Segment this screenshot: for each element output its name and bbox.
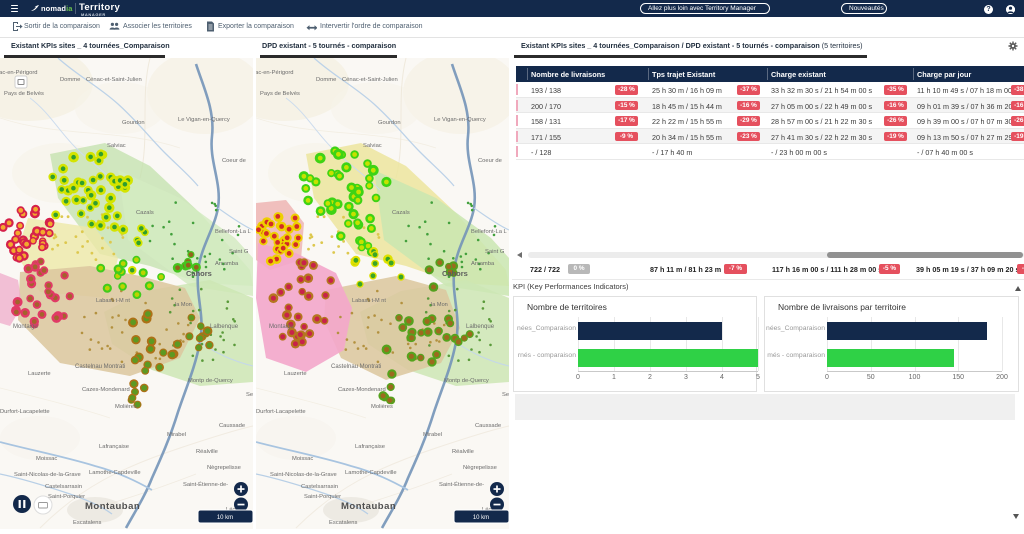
svg-text:Labasti t-M nt: Labasti t-M nt — [96, 298, 130, 304]
svg-text:Caussade: Caussade — [219, 423, 245, 429]
svg-text:Montaigu: Montaigu — [269, 324, 294, 330]
svg-text:Lalbenque: Lalbenque — [466, 324, 495, 330]
svg-text:Mirabel: Mirabel — [167, 432, 186, 438]
svg-text:Bellefont-La L: Bellefont-La L — [215, 229, 252, 235]
svg-text:Saint G: Saint G — [229, 249, 249, 255]
svg-text:Saint-Porquier: Saint-Porquier — [48, 494, 85, 500]
svg-text:orac-en-Périgord: orac-en-Périgord — [256, 70, 294, 76]
svg-text:Molières: Molières — [115, 404, 137, 410]
svg-text:Lamothe-Capdeville: Lamothe-Capdeville — [345, 470, 397, 476]
svg-text:Montp de-Quercy: Montp de-Quercy — [188, 378, 233, 384]
svg-text:Mirabel: Mirabel — [423, 432, 442, 438]
svg-text:Lauzerte: Lauzerte — [284, 371, 307, 377]
svg-text:Moissac: Moissac — [292, 456, 313, 462]
svg-text:Lamothe-Capdeville: Lamothe-Capdeville — [89, 470, 141, 476]
svg-text:Salviac: Salviac — [363, 143, 382, 149]
svg-text:Montp de-Quercy: Montp de-Quercy — [444, 378, 489, 384]
svg-text:Escatalens: Escatalens — [73, 520, 101, 526]
svg-text:Pays de Belvès: Pays de Belvès — [4, 91, 44, 97]
svg-text:Escatalens: Escatalens — [329, 520, 357, 526]
svg-text:la Mon: la Mon — [431, 302, 448, 308]
svg-text:Durfort-Lacapelette: Durfort-Lacapelette — [256, 409, 306, 415]
svg-text:Caussade: Caussade — [475, 423, 501, 429]
svg-text:Coeur de: Coeur de — [478, 158, 502, 164]
svg-text:Montauban: Montauban — [341, 501, 396, 512]
svg-text:Cazals: Cazals — [136, 210, 154, 216]
svg-text:Castelsarrasin: Castelsarrasin — [301, 484, 338, 490]
svg-text:Se: Se — [502, 392, 509, 398]
svg-text:Cahors: Cahors — [186, 269, 212, 278]
svg-text:10 km: 10 km — [217, 515, 233, 521]
svg-text:Lalbenque: Lalbenque — [210, 324, 239, 330]
svg-text:Cazes-Mondenard: Cazes-Mondenard — [82, 387, 130, 393]
svg-text:Salviac: Salviac — [107, 143, 126, 149]
svg-text:Arcamba: Arcamba — [471, 261, 495, 267]
svg-text:Bellefont-La L: Bellefont-La L — [471, 229, 508, 235]
svg-text:Nègrepelisse: Nègrepelisse — [463, 465, 497, 471]
svg-text:Saint-Porquier: Saint-Porquier — [304, 494, 341, 500]
svg-text:Lafrançaise: Lafrançaise — [99, 444, 129, 450]
svg-text:Coeur de: Coeur de — [222, 158, 246, 164]
svg-text:Montaigu: Montaigu — [13, 324, 38, 330]
svg-text:Montauban: Montauban — [85, 501, 140, 512]
svg-text:Durfort-Lacapelette: Durfort-Lacapelette — [0, 409, 50, 415]
svg-text:Le Vigan-en-Quercy: Le Vigan-en-Quercy — [434, 117, 486, 123]
svg-text:Gourdon: Gourdon — [122, 120, 145, 126]
svg-text:Cahors: Cahors — [442, 269, 468, 278]
svg-text:Saint-Nicolas-de-la-Grave: Saint-Nicolas-de-la-Grave — [270, 472, 337, 478]
svg-text:Se: Se — [246, 392, 253, 398]
svg-text:Cénac-et-Saint-Julien: Cénac-et-Saint-Julien — [342, 77, 398, 83]
svg-text:Saint-Nicolas-de-la-Grave: Saint-Nicolas-de-la-Grave — [14, 472, 81, 478]
svg-text:Castelsarrasin: Castelsarrasin — [45, 484, 82, 490]
svg-text:Moissac: Moissac — [36, 456, 57, 462]
svg-text:orac-en-Périgord: orac-en-Périgord — [0, 70, 38, 76]
svg-text:Lafrançaise: Lafrançaise — [355, 444, 385, 450]
svg-text:Molières: Molières — [371, 404, 393, 410]
svg-text:Cazes-Mondenard: Cazes-Mondenard — [338, 387, 386, 393]
svg-text:Gourdon: Gourdon — [378, 120, 401, 126]
svg-text:Domme: Domme — [60, 77, 80, 83]
svg-text:Le Vigan-en-Quercy: Le Vigan-en-Quercy — [178, 117, 230, 123]
svg-text:Castelnau Montrati: Castelnau Montrati — [75, 364, 125, 370]
svg-text:Saint-Étienne-de-: Saint-Étienne-de- — [439, 481, 484, 488]
svg-text:10 km: 10 km — [473, 515, 489, 521]
svg-text:la Mon: la Mon — [175, 302, 192, 308]
svg-text:Labasti t-M nt: Labasti t-M nt — [352, 298, 386, 304]
svg-text:Domme: Domme — [316, 77, 336, 83]
svg-text:Réalville: Réalville — [196, 449, 218, 455]
svg-text:Castelnau Montrati: Castelnau Montrati — [331, 364, 381, 370]
svg-text:Nègrepelisse: Nègrepelisse — [207, 465, 241, 471]
svg-text:Cazals: Cazals — [392, 210, 410, 216]
svg-text:Réalville: Réalville — [452, 449, 474, 455]
svg-text:Cénac-et-Saint-Julien: Cénac-et-Saint-Julien — [86, 77, 142, 83]
svg-text:Arcamba: Arcamba — [215, 261, 239, 267]
svg-text:Saint G: Saint G — [485, 249, 505, 255]
svg-text:Lauzerte: Lauzerte — [28, 371, 51, 377]
svg-text:Saint-Étienne-de-: Saint-Étienne-de- — [183, 481, 228, 488]
svg-text:Pays de Belvès: Pays de Belvès — [260, 91, 300, 97]
